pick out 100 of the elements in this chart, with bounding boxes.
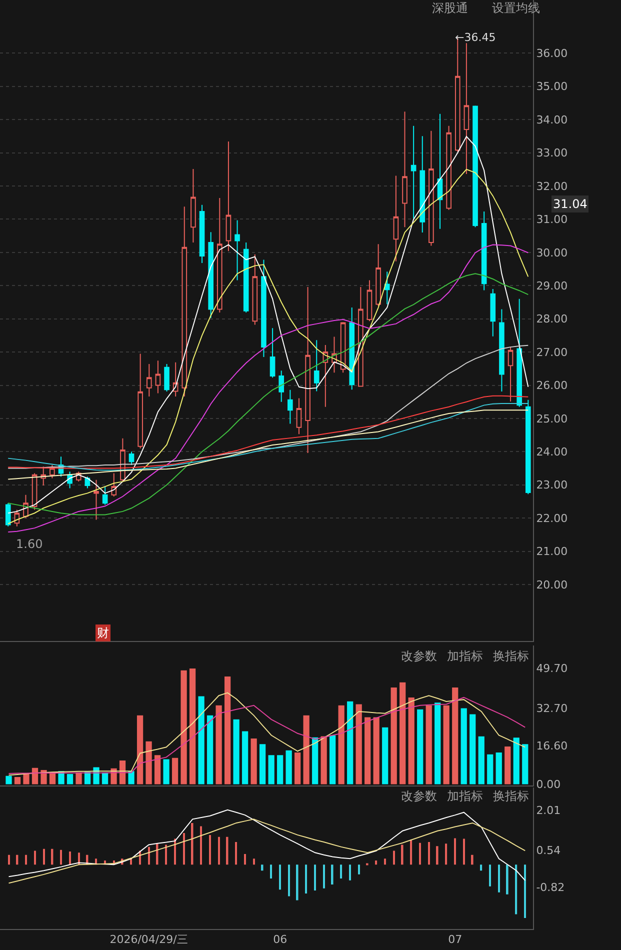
bar [419, 842, 421, 865]
y-tick-label: 23.00 [536, 478, 568, 492]
candlestick [252, 254, 258, 326]
bar [288, 864, 290, 896]
bar [312, 737, 318, 784]
bar [487, 754, 494, 784]
annotation: 财 [97, 626, 109, 640]
bar [154, 755, 161, 784]
line-series [8, 818, 526, 884]
bar [347, 701, 354, 784]
bar [191, 822, 194, 865]
annotation: ←36.45 [455, 31, 496, 44]
bar [146, 741, 152, 784]
candlestick [472, 105, 478, 228]
bar [384, 858, 386, 865]
candlestick [516, 298, 522, 408]
candlestick [261, 259, 266, 358]
annotation: 深股通 [432, 1, 468, 15]
candlestick [499, 308, 504, 392]
bar [471, 854, 474, 865]
candlestick [102, 486, 108, 506]
candlestick [226, 140, 232, 252]
y-tick-label: 24.00 [536, 446, 568, 459]
y-tick-label: 26.00 [536, 379, 568, 392]
bar [320, 736, 327, 784]
bar [375, 860, 378, 865]
candlestick [155, 360, 161, 394]
bar [410, 840, 412, 865]
annotation: 加指标 [447, 649, 483, 663]
annotation: 换指标 [493, 649, 529, 663]
line-series [8, 273, 529, 516]
bar [373, 717, 380, 784]
y-tick-label: 36.00 [536, 46, 568, 60]
candlestick [138, 353, 143, 449]
bar [148, 846, 150, 865]
bar [200, 826, 202, 865]
bar [198, 696, 204, 784]
annotation: 设置均线 [492, 1, 540, 15]
bar [408, 697, 414, 784]
bar [382, 727, 388, 784]
candlestick [410, 125, 416, 220]
x-tick-label: 06 [273, 933, 288, 946]
candlestick [278, 370, 284, 402]
bar [183, 833, 185, 865]
bar [506, 864, 508, 894]
bar [294, 752, 301, 784]
bar [434, 702, 441, 784]
bar [277, 755, 284, 784]
candlestick [393, 175, 399, 262]
bar [253, 858, 255, 865]
candlestick [446, 125, 452, 210]
bar [136, 715, 144, 784]
bar [436, 846, 438, 865]
y-tick-label: 34.00 [536, 113, 568, 126]
candlestick [464, 42, 470, 175]
bar [216, 705, 222, 784]
candlestick [376, 244, 381, 306]
candlestick [490, 288, 496, 337]
candlestick [111, 472, 117, 498]
bar [417, 709, 424, 784]
bar [480, 864, 482, 871]
candlestick [305, 286, 310, 454]
bar [49, 773, 56, 784]
y-tick-label: 30.00 [536, 246, 568, 260]
candlestick [314, 340, 320, 392]
candlestick [428, 130, 434, 246]
bar [34, 850, 36, 865]
bar [66, 774, 74, 784]
candlestick [420, 136, 426, 233]
x-tick-label: 2026/04/29/三 [110, 933, 188, 946]
candlestick [402, 111, 408, 228]
bar [460, 708, 467, 784]
candlestick [288, 389, 293, 424]
bar [163, 759, 170, 784]
candlestick [525, 399, 531, 495]
bar [244, 854, 246, 865]
bar [513, 738, 520, 784]
candlestick [94, 479, 99, 520]
y-tick-label: 35.00 [536, 80, 568, 94]
candlestick [296, 398, 302, 435]
candlestick [349, 307, 355, 390]
y-tick-label: -0.82 [536, 880, 565, 894]
y-tick-label: 21.00 [536, 545, 568, 558]
bar [390, 687, 397, 784]
y-tick-label: 32.00 [536, 180, 568, 193]
y-tick-label: 27.00 [536, 346, 568, 359]
candlestick [208, 232, 214, 318]
y-tick-label: 0.54 [536, 844, 561, 857]
bar [443, 705, 450, 784]
bar [261, 864, 264, 871]
bar [224, 676, 231, 784]
candlestick [366, 280, 372, 322]
bar [400, 682, 406, 784]
bar [340, 864, 342, 879]
bar [515, 864, 518, 914]
candlestick [384, 271, 390, 305]
candlestick [358, 286, 364, 387]
annotation: 改参数 [401, 649, 437, 663]
bar [452, 687, 458, 784]
bar [25, 854, 27, 865]
